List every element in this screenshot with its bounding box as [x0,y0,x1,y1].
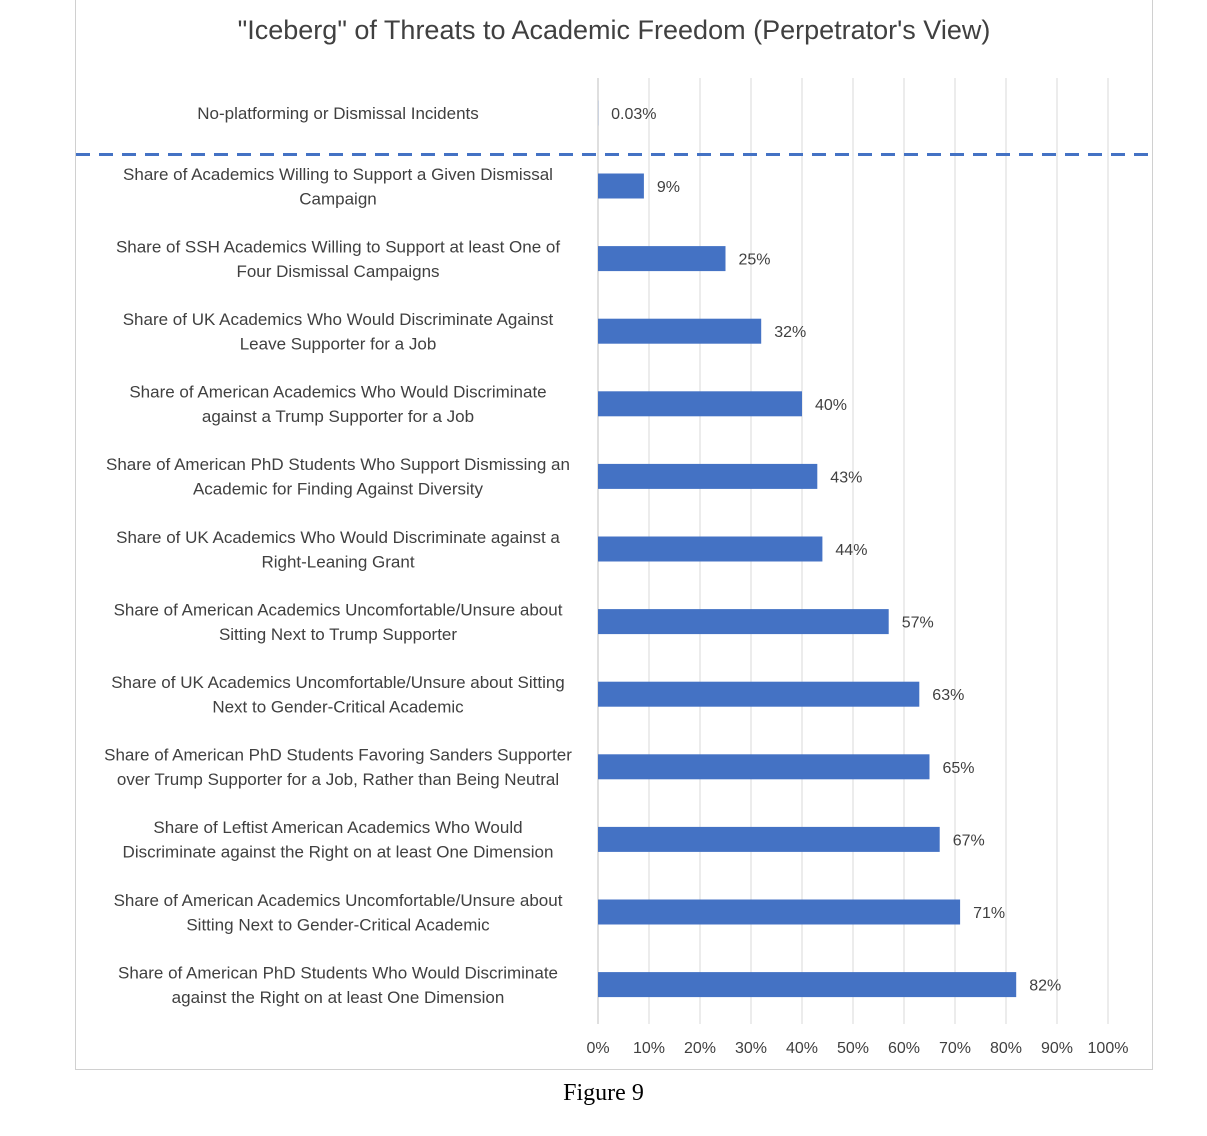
category-label-line: Four Dismissal Campaigns [236,262,439,281]
category-label-line: Academic for Finding Against Diversity [193,480,484,499]
bar [598,826,940,852]
data-label: 67% [953,832,985,849]
category-label-line: Share of American Academics Uncomfortabl… [114,600,563,619]
bar [598,463,818,489]
bar [598,318,762,344]
category-label-line: Share of American PhD Students Favoring … [104,746,572,765]
category-label-line: over Trump Supporter for a Job, Rather t… [117,770,559,789]
bar-chart: "Iceberg" of Threats to Academic Freedom… [76,15,1154,1057]
category-label: Share of American PhD Students Who Would… [118,963,558,1007]
category-label: Share of UK Academics Who Would Discrimi… [123,310,554,354]
category-label-line: Share of American Academics Who Would Di… [129,383,546,402]
x-tick-label: 60% [888,1040,920,1057]
category-label-line: Share of American Academics Uncomfortabl… [114,891,563,910]
bar [598,899,961,925]
category-label-line: Share of UK Academics Who Would Discrimi… [123,310,554,329]
data-label: 63% [932,687,964,704]
category-label: Share of American Academics Who Would Di… [129,383,546,427]
category-label-line: Share of SSH Academics Willing to Suppor… [116,237,560,256]
x-tick-label: 20% [684,1040,716,1057]
chart-frame: "Iceberg" of Threats to Academic Freedom… [75,0,1154,1070]
x-tick-label: 40% [786,1040,818,1057]
category-label: Share of Leftist American Academics Who … [123,818,554,862]
x-tick-label: 100% [1088,1040,1129,1057]
data-label: 44% [835,542,867,559]
category-label: No-platforming or Dismissal Incidents [197,104,479,123]
category-label-line: Share of UK Academics Who Would Discrimi… [116,528,560,547]
value-labels: 0.03% 9% 25% 32% 40% 43% 44% 57% 63% 65% 67% 71% 82% [611,106,1061,995]
x-tick-label: 10% [633,1040,665,1057]
data-label: 32% [774,324,806,341]
chart-title: "Iceberg" of Threats to Academic Freedom… [238,15,991,45]
bar [598,246,726,272]
category-label-line: No-platforming or Dismissal Incidents [197,104,479,123]
bar [598,972,1017,998]
category-label: Share of Academics Willing to Support a … [123,165,553,209]
category-label: Share of UK Academics Who Would Discrimi… [116,528,560,572]
bar [598,609,889,635]
category-label-line: Leave Supporter for a Job [240,334,437,353]
category-label: Share of American Academics Uncomfortabl… [114,600,563,644]
data-label: 71% [973,905,1005,922]
x-axis-tick-labels: 0% 10% 20% 30% 40% 50% 60% 70% 80% 90% 100% [586,1040,1128,1057]
category-label-line: Sitting Next to Trump Supporter [219,625,457,644]
category-label-line: against a Trump Supporter for a Job [202,407,474,426]
data-label: 82% [1029,978,1061,995]
x-tick-label: 30% [735,1040,767,1057]
category-label: Share of SSH Academics Willing to Suppor… [116,237,560,281]
category-label: Share of American Academics Uncomfortabl… [114,891,563,935]
data-label: 25% [739,252,771,269]
bar [598,391,802,417]
category-label-line: Right-Leaning Grant [261,552,414,571]
category-label: Share of American PhD Students Who Suppo… [106,455,570,499]
bars [598,100,1017,998]
x-tick-label: 80% [990,1040,1022,1057]
data-label: 40% [815,397,847,414]
data-label: 9% [657,179,680,196]
bar [598,536,823,562]
category-label-line: Share of Leftist American Academics Who … [153,818,522,837]
x-tick-label: 70% [939,1040,971,1057]
category-label-line: Next to Gender-Critical Academic [212,697,464,716]
x-tick-label: 0% [586,1040,609,1057]
data-label: 57% [902,615,934,632]
category-labels: No-platforming or Dismissal Incidents Sha… [104,104,572,1007]
figure-caption: Figure 9 [563,1080,644,1106]
category-label-line: against the Right on at least One Dimens… [172,988,505,1007]
category-label-line: Share of UK Academics Uncomfortable/Unsu… [111,673,565,692]
category-label-line: Share of American PhD Students Who Suppo… [106,455,570,474]
category-label: Share of American PhD Students Favoring … [104,746,572,790]
category-label-line: Sitting Next to Gender-Critical Academic [186,915,490,934]
bar [598,681,920,707]
bar [598,173,644,199]
data-label: 43% [830,469,862,486]
bar [598,754,930,780]
category-label-line: Campaign [299,189,377,208]
x-tick-label: 90% [1041,1040,1073,1057]
category-label-line: Share of Academics Willing to Support a … [123,165,553,184]
x-tick-label: 50% [837,1040,869,1057]
category-label-line: Discriminate against the Right on at lea… [123,843,554,862]
data-label: 65% [943,760,975,777]
data-label: 0.03% [611,106,656,123]
category-label-line: Share of American PhD Students Who Would… [118,963,558,982]
category-label: Share of UK Academics Uncomfortable/Unsu… [111,673,565,717]
